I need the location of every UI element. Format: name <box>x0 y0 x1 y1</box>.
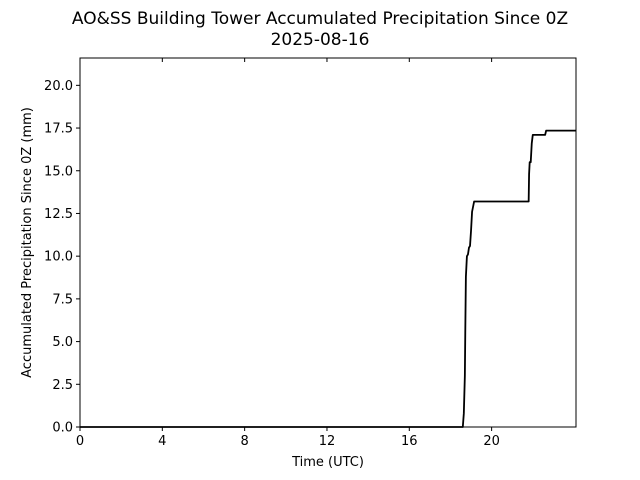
y-tick-label: 0.0 <box>52 421 73 436</box>
y-tick-label: 7.5 <box>52 292 73 307</box>
y-tick-label: 5.0 <box>52 335 73 350</box>
x-tick-label: 16 <box>401 434 418 449</box>
x-tick-label: 8 <box>241 434 249 449</box>
y-axis-ticks: 0.0 2.5 5.0 7.5 10.0 12.5 15.0 17.5 20.0 <box>44 79 80 436</box>
x-axis-label: Time (UTC) <box>291 455 364 470</box>
x-axis-ticks: 0 4 8 12 16 20 <box>76 58 500 449</box>
chart-subtitle: 2025-08-16 <box>271 30 370 50</box>
chart-title: AO&SS Building Tower Accumulated Precipi… <box>72 9 568 29</box>
x-tick-label: 4 <box>158 434 166 449</box>
plot-frame <box>79 57 577 428</box>
x-tick-label: 12 <box>319 434 336 449</box>
y-tick-label: 2.5 <box>52 378 73 393</box>
plot-area <box>79 57 577 428</box>
y-axis-label: Accumulated Precipitation Since 0Z (mm) <box>20 107 35 378</box>
x-tick-label: 0 <box>76 434 84 449</box>
x-tick-label: 20 <box>483 434 500 449</box>
y-tick-label: 20.0 <box>44 79 73 94</box>
y-tick-label: 10.0 <box>44 250 73 265</box>
y-tick-label: 15.0 <box>44 164 73 179</box>
y-tick-label: 12.5 <box>44 207 73 222</box>
series-line-0 <box>80 129 576 428</box>
y-tick-label: 17.5 <box>44 122 73 137</box>
